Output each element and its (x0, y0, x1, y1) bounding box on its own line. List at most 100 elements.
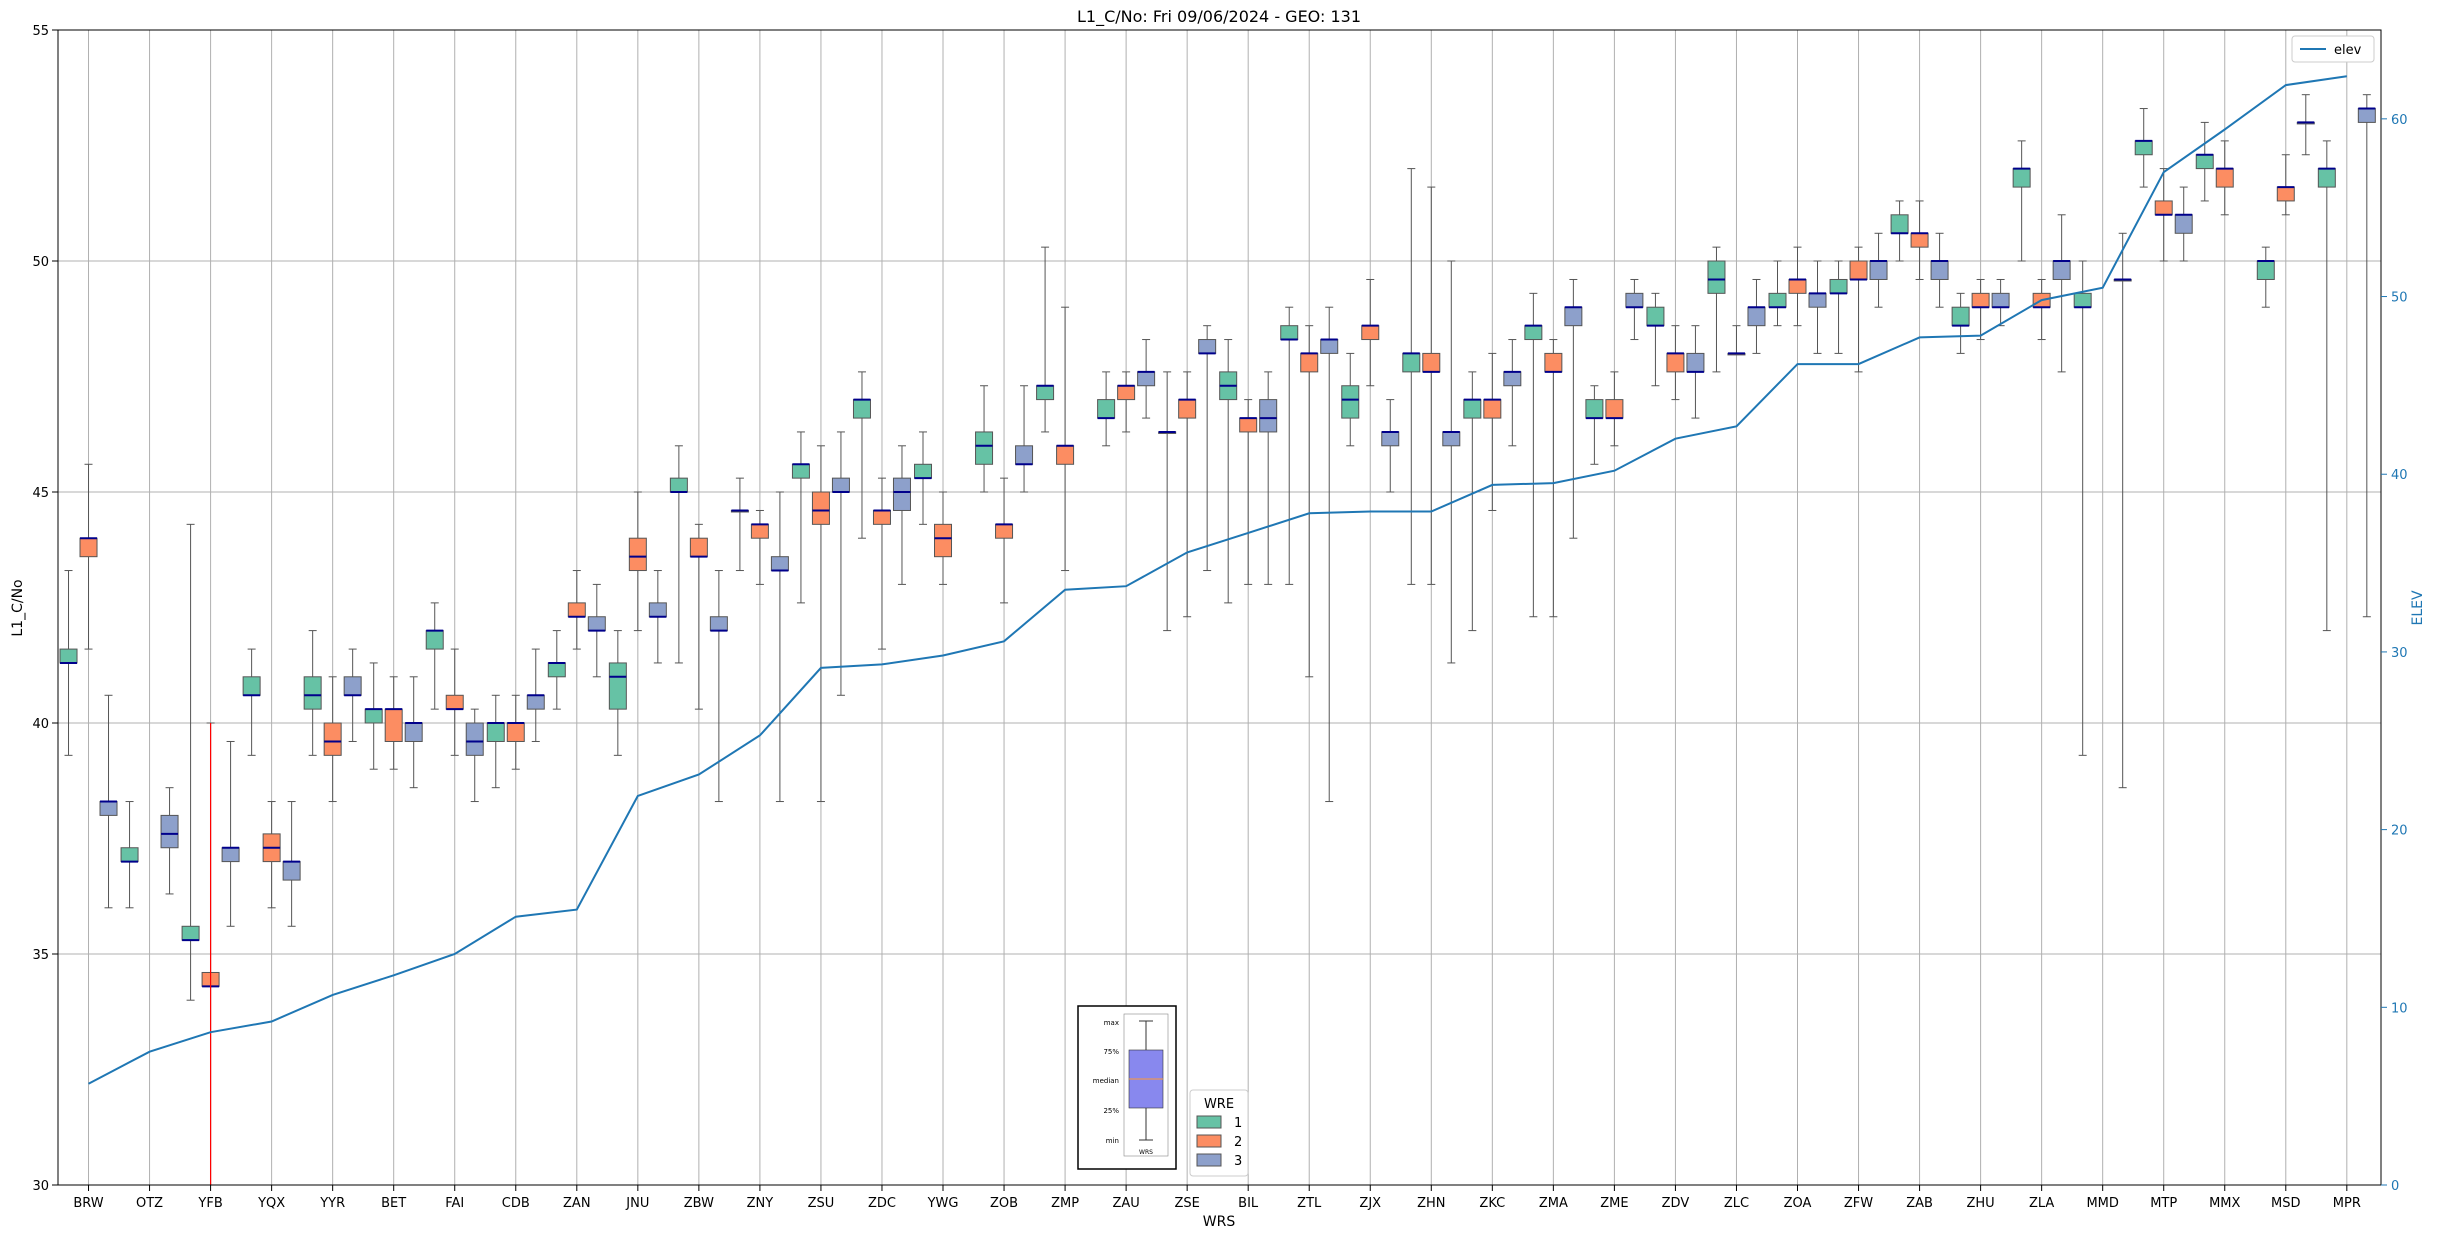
box-wre3 (1747, 278, 1766, 354)
box-wre3 (1869, 232, 1888, 308)
legend-label-elev: elev (2334, 43, 2362, 58)
box-iqr (1097, 399, 1116, 419)
box-wre3 (465, 708, 484, 803)
y-tick-label: 35 (32, 948, 49, 963)
box-iqr (2154, 200, 2173, 216)
box-wre1 (2134, 108, 2153, 188)
box-iqr (2276, 186, 2295, 202)
y2-tick-label: 20 (2391, 824, 2408, 839)
box-iqr (404, 722, 423, 742)
box-wre2 (2276, 154, 2295, 216)
inset-label: 75% (1103, 1048, 1119, 1056)
boxplot-key-inset: max 75% median 25% min WRS (1077, 1005, 1177, 1170)
box-iqr (1951, 306, 1970, 327)
x-tick-label: BIL (1238, 1196, 1259, 1211)
box-iqr (181, 925, 200, 941)
x-tick-label: YQX (257, 1196, 285, 1211)
x-tick-label: ZJX (1359, 1196, 1381, 1211)
box-iqr (2052, 260, 2071, 280)
legend-swatch-wre3 (1196, 1153, 1222, 1167)
box-iqr (303, 676, 322, 710)
box-iqr (1971, 292, 1990, 308)
box-wre2 (2154, 168, 2173, 262)
box-iqr (1178, 399, 1197, 419)
box-wre3 (2174, 186, 2193, 262)
box-iqr (1890, 214, 1909, 234)
box-wre3 (1808, 260, 1827, 354)
box-iqr (547, 662, 566, 678)
box-wre3 (1320, 306, 1339, 803)
box-iqr (506, 722, 525, 742)
box-wre3 (1503, 339, 1522, 447)
box-iqr (1137, 371, 1156, 387)
box-wre2 (811, 445, 830, 803)
box-iqr (425, 630, 444, 650)
box-wre2 (1605, 371, 1624, 447)
box-wre3 (892, 445, 911, 585)
box-iqr (1117, 385, 1136, 401)
x-tick-label: FAI (445, 1196, 464, 1211)
box-iqr (567, 602, 586, 618)
y2-axis-label: ELEV (2410, 590, 2426, 625)
box-wre1 (181, 523, 200, 1001)
box-wre1 (1341, 352, 1360, 447)
box-wre2 (1727, 325, 1746, 356)
box-wre2 (567, 570, 586, 650)
box-wre3 (160, 787, 179, 895)
box-iqr (1442, 431, 1461, 447)
plot-frame (57, 29, 2382, 1186)
box-iqr (59, 648, 78, 664)
inset-xlabel: WRS (1139, 1149, 1153, 1156)
box-wre3 (1991, 278, 2010, 327)
box-wre1 (364, 662, 383, 770)
legend-label-wre3: 3 (1234, 1154, 1242, 1169)
box-iqr (2012, 168, 2031, 188)
box-wre2 (323, 676, 342, 803)
legend-label-wre1: 1 (1234, 1116, 1242, 1131)
box-iqr (770, 556, 789, 572)
box-wre1 (1585, 385, 1604, 465)
box-wre2 (1361, 278, 1380, 387)
inset-label: median (1093, 1077, 1119, 1085)
box-iqr (323, 722, 342, 756)
box-wre3 (1137, 339, 1156, 419)
box-wre3 (1625, 278, 1644, 341)
box-wre2 (262, 801, 281, 909)
x-tick-label: ZAN (563, 1196, 591, 1211)
box-wre3 (770, 491, 789, 803)
y2-tick-label: 60 (2391, 113, 2408, 128)
x-tick-label: YYR (319, 1196, 345, 1211)
box-iqr (1056, 445, 1075, 465)
legend-elev: elev (2291, 35, 2375, 63)
box-iqr (1341, 385, 1360, 419)
legend-frame (2291, 35, 2375, 63)
box-wre2 (934, 491, 953, 585)
box-iqr (934, 523, 953, 558)
box-wre2 (1178, 371, 1197, 618)
chart-title: L1_C/No: Fri 09/06/2024 - GEO: 131 (1077, 7, 1361, 27)
x-tick-label: MPR (2333, 1196, 2361, 1211)
box-wre3 (1930, 232, 1949, 308)
box-iqr (914, 463, 933, 479)
box-wre1 (59, 570, 78, 756)
box-iqr (1808, 292, 1827, 308)
box-iqr (1300, 352, 1319, 373)
box-wre1 (1280, 306, 1299, 585)
box-wre2 (1239, 399, 1258, 585)
legend-title: WRE (1204, 1097, 1234, 1112)
plot-marks (59, 75, 2376, 1186)
box-wre1 (914, 431, 933, 525)
box-iqr (811, 491, 830, 525)
box-iqr (1503, 371, 1522, 387)
box-iqr (1625, 292, 1644, 308)
box-wre2 (384, 676, 403, 770)
box-wre2 (1849, 246, 1868, 373)
box-wre2 (1910, 200, 1929, 280)
box-iqr (1483, 399, 1502, 419)
x-axis-label: WRS (1203, 1214, 1236, 1230)
box-wre3 (1442, 260, 1461, 664)
box-wre2 (628, 491, 647, 632)
box-iqr (995, 523, 1014, 539)
